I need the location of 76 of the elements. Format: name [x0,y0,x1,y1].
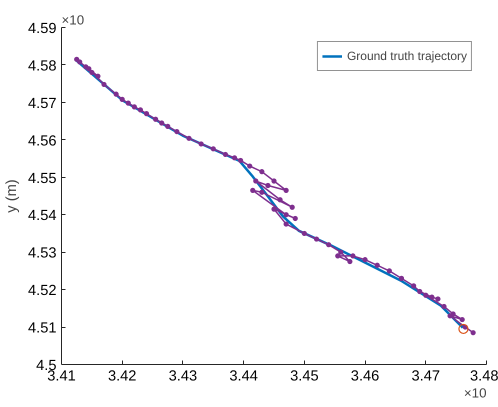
point [271,206,277,212]
point [259,190,264,195]
point [284,212,289,218]
x-tick-label: 3.44 [229,368,258,384]
x-tick-label: 3.47 [412,368,440,384]
point [186,136,192,141]
point [250,188,256,193]
point [144,111,150,116]
point [86,66,92,72]
legend-label: Ground truth trajectory [346,49,467,63]
y-tick-label: 4.51 [28,320,57,337]
y-tick-label: 4.54 [28,208,57,224]
point [335,253,340,259]
point [153,116,158,122]
point [222,152,228,158]
annotation: ×10 [62,12,84,28]
point [101,82,107,88]
point [347,258,352,264]
point [247,163,252,169]
point [232,155,238,160]
point [284,221,289,227]
point [120,96,125,102]
y-tick-label: 4.57 [28,96,57,112]
y-tick-label: 4.55 [28,170,57,187]
y-tick-label: 4.56 [28,133,57,150]
point [458,324,469,334]
y-tick-label: 4.58 [28,58,57,74]
point [302,230,307,236]
point [290,204,295,210]
point [277,197,283,202]
point [74,56,80,62]
x-tick-label: 3.42 [108,368,136,384]
x-tick-label: 3.43 [168,368,198,384]
point [253,178,258,184]
point [138,107,144,112]
point [435,296,441,302]
point [429,294,434,300]
point [271,178,277,184]
point [411,283,416,288]
point [374,262,380,268]
y-tick-label: 4.52 [28,283,57,300]
point [77,59,82,65]
point [350,253,356,259]
point [441,304,447,310]
y-axis-title: y (m) [4,179,20,213]
point [265,182,271,188]
point [386,268,392,274]
point [159,120,164,126]
point [470,330,476,336]
point [423,292,428,298]
point [132,104,137,110]
point [238,158,244,164]
point [362,257,368,262]
point [460,316,465,322]
point [210,146,216,152]
point [398,276,404,281]
x-tick-label: 3.45 [290,368,319,384]
point [292,216,298,222]
point [174,129,180,134]
point [89,70,94,76]
point [314,236,320,242]
text: ×10 [464,386,486,400]
point [284,188,289,193]
y-tick-label: 4.59 [28,21,57,37]
point [326,242,332,248]
point [417,288,422,294]
point [165,124,170,129]
point [338,250,344,255]
point [126,100,131,106]
point [95,74,101,79]
point [259,169,264,174]
point [114,92,119,97]
y-tick-label: 4.53 [28,246,57,262]
x-tick-label: 3.46 [350,368,380,384]
point [198,141,204,147]
x-tick-label: 3.48 [470,368,498,384]
